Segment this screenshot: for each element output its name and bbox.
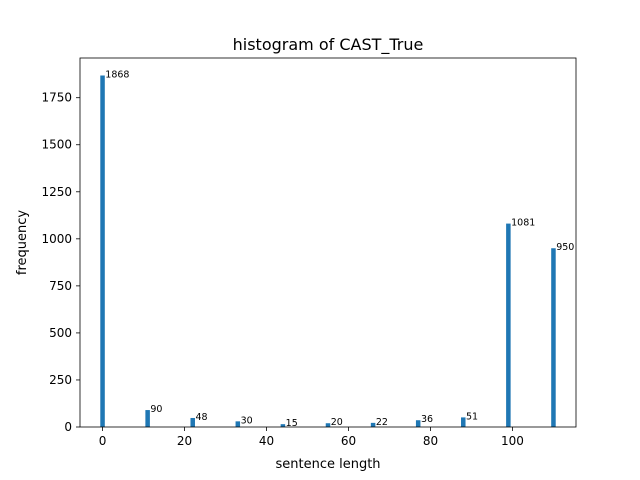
y-tick-label: 0 (64, 420, 72, 434)
data-label: 950 (556, 242, 574, 253)
data-label: 22 (376, 417, 388, 428)
x-axis-label: sentence length (275, 457, 380, 472)
plot-frame (79, 57, 577, 428)
bar (145, 410, 150, 427)
chart-title: histogram of CAST_True (233, 35, 424, 55)
bar (235, 421, 241, 427)
data-label: 1081 (511, 218, 535, 229)
data-label: 15 (286, 418, 298, 429)
y-axis-label: frequency (15, 210, 30, 276)
y-tick-label: 1750 (41, 91, 72, 105)
data-label: 48 (195, 412, 207, 423)
y-tick-label: 1250 (41, 185, 72, 199)
data-label: 51 (466, 411, 478, 422)
bar (100, 75, 105, 427)
y-tick-label: 750 (49, 279, 72, 293)
y-tick-label: 500 (49, 326, 72, 340)
x-tick-label: 40 (259, 434, 274, 448)
bar (190, 417, 195, 427)
bar (415, 420, 421, 427)
data-labels-layer: 1868 90 48 30 15 20 22 36 51 1081 950 (105, 70, 574, 430)
bar (370, 422, 376, 427)
x-tick-label: 60 (341, 434, 356, 448)
data-label: 1868 (105, 70, 129, 81)
x-tick-label: 0 (99, 434, 107, 448)
data-label: 36 (421, 414, 433, 425)
plot-area (80, 58, 576, 427)
bar (325, 423, 331, 427)
bar (506, 223, 511, 427)
x-tick-label: 80 (423, 434, 438, 448)
bar (551, 248, 556, 427)
x-tick-label: 20 (177, 434, 192, 448)
bars-layer (100, 75, 556, 427)
bar (280, 424, 286, 427)
data-label: 90 (150, 404, 162, 415)
data-label: 30 (241, 415, 253, 426)
bar (461, 417, 466, 427)
y-tick-label: 1000 (41, 232, 72, 246)
data-label: 20 (331, 417, 343, 428)
y-tick-label: 250 (49, 373, 72, 387)
x-tick-label: 100 (501, 434, 524, 448)
y-tick-label: 1500 (41, 138, 72, 152)
